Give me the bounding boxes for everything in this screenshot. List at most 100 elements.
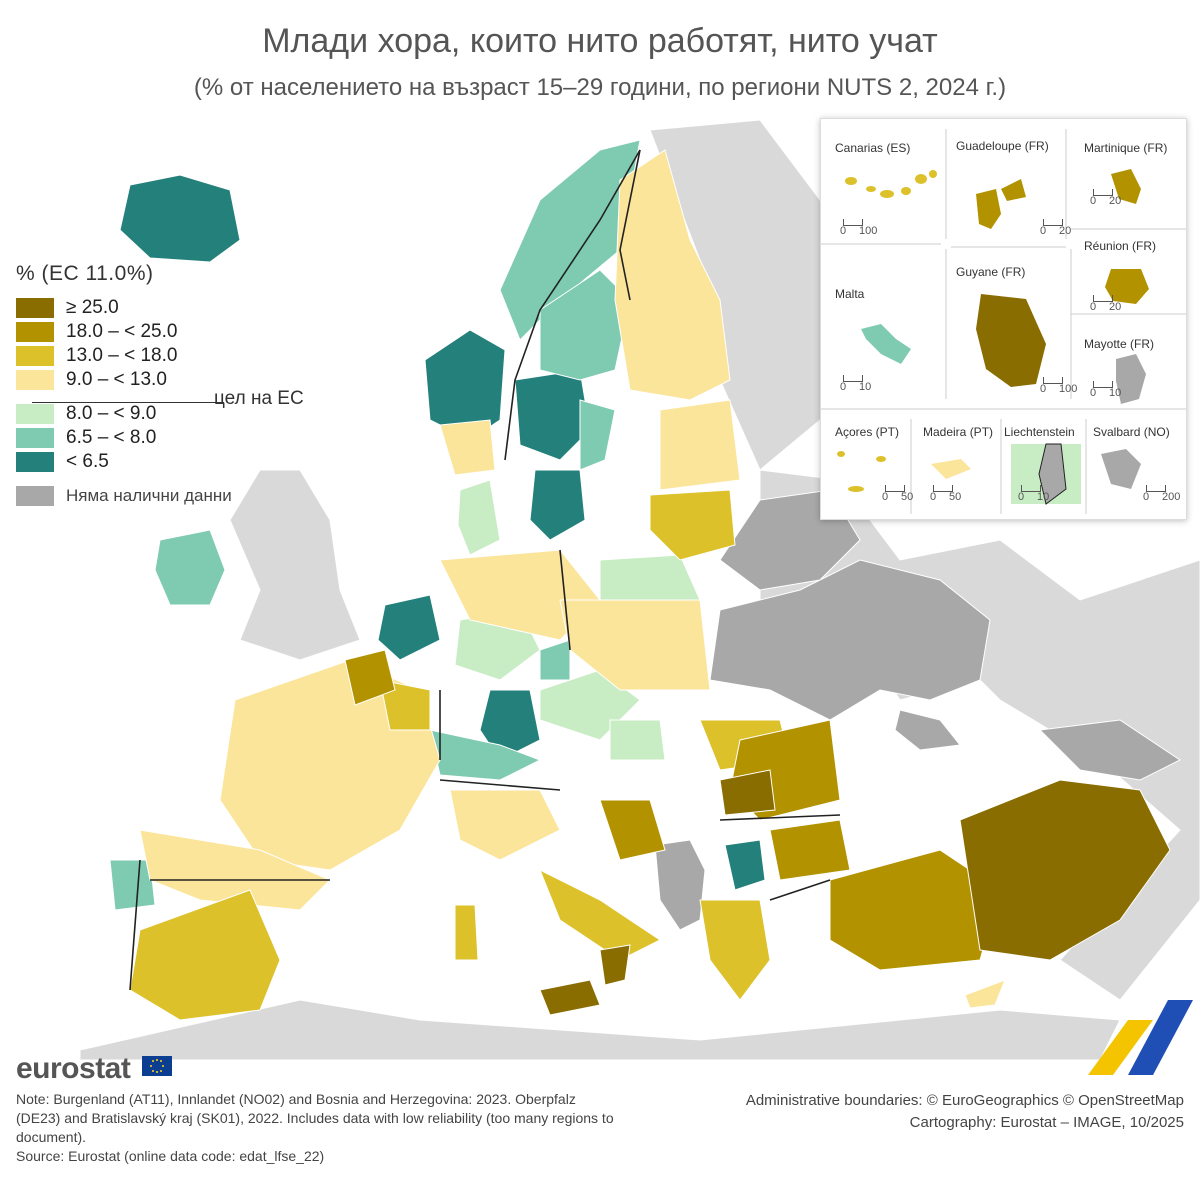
legend-swatch (16, 404, 54, 424)
legend-label: < 6.5 (66, 451, 109, 472)
liechtenstein-shape (1038, 443, 1067, 505)
legend-label: ≥ 25.0 (66, 297, 119, 318)
germany-poland-border (559, 549, 571, 651)
legend-label: 8.0 – < 9.0 (66, 403, 157, 424)
inset-label-guyane: Guyane (FR) (956, 265, 1026, 279)
legend-label: 6.5 – < 8.0 (66, 427, 157, 448)
canarias-shape (845, 170, 937, 198)
bosnia (599, 799, 666, 861)
sweden-central (514, 369, 591, 461)
legend-label: 18.0 – < 25.0 (66, 321, 178, 342)
eu-target-label: цел на ЕС (214, 388, 304, 409)
legend-item-no-data: Няма налични данни (16, 484, 316, 508)
legend-label: 9.0 – < 13.0 (66, 369, 167, 390)
legend-item: < 6.5 (16, 450, 316, 474)
greece (699, 899, 771, 1001)
ireland (154, 529, 226, 606)
poland-pocket (539, 639, 571, 681)
balkans-region (654, 839, 706, 931)
inset-label-malta: Malta (835, 287, 865, 301)
cartography-credit: Cartography: Eurostat – IMAGE, 10/2025 (909, 1114, 1184, 1131)
insets-panel: Canarias (ES) Guadeloupe (FR) Martinique… (820, 118, 1187, 520)
legend-swatch (16, 322, 54, 342)
belgium-france-north (344, 649, 396, 706)
finland (614, 149, 731, 401)
class-8-to-9 (454, 479, 701, 761)
italy-south (599, 944, 631, 986)
sweden-south (529, 469, 586, 541)
legend-item: 9.0 – < 13.0 (16, 368, 316, 392)
inset-label-martinique: Martinique (FR) (1084, 141, 1168, 155)
class-lt-6-5 (119, 174, 766, 891)
romania-south (719, 769, 776, 816)
class-6-5-to-8 (109, 139, 641, 911)
norway-west (424, 329, 506, 441)
czech-south (479, 689, 541, 761)
italy-south-mid (539, 868, 661, 961)
legend-swatch (16, 346, 54, 366)
sardinia (454, 904, 479, 961)
sicily (539, 979, 601, 1016)
legend-label: 13.0 – < 18.0 (66, 345, 178, 366)
note-text: Note: Burgenland (AT11), Innlandet (NO02… (16, 1091, 614, 1145)
inset-label-guadeloupe: Guadeloupe (FR) (956, 139, 1049, 153)
legend-swatch (16, 486, 54, 506)
romania-bulgaria-border (719, 814, 841, 821)
malta-shape (861, 324, 911, 364)
sweden-finland-border (619, 149, 641, 301)
class-ge-25 (539, 769, 1171, 1016)
mayotte-shape (1116, 354, 1146, 404)
guadeloupe-shape (976, 179, 1026, 229)
legend-item: ≥ 25.0 (16, 296, 316, 320)
eurostat-logo: eurostat (16, 1052, 131, 1085)
inset-label-liechtenstein: Liechtenstein (1004, 425, 1075, 439)
italy-north (449, 789, 561, 861)
inset-label-mayotte: Mayotte (FR) (1084, 337, 1155, 351)
slovakia (609, 719, 666, 761)
boundaries-credit: Administrative boundaries: © EuroGeograp… (745, 1092, 1184, 1109)
bulgaria (769, 819, 851, 881)
sweden-north (539, 269, 631, 381)
serbia-central (724, 839, 766, 891)
eu-target-line (32, 402, 224, 403)
inset-label-reunion: Réunion (FR) (1084, 239, 1157, 253)
uk-land (229, 469, 361, 661)
legend-title: % (ЕС 11.0%) (16, 262, 154, 285)
turkey-west (829, 849, 1001, 971)
inset-label-svalbard: Svalbard (NO) (1093, 425, 1170, 439)
sweden-east (579, 399, 616, 471)
credits: Administrative boundaries: © EuroGeograp… (664, 1090, 1184, 1134)
inset-label-canarias: Canarias (ES) (835, 141, 911, 155)
reunion-shape (1105, 269, 1149, 304)
legend-swatch (16, 370, 54, 390)
france-north (379, 679, 431, 731)
austria-west (429, 729, 542, 781)
legend-item: 13.0 – < 18.0 (16, 344, 316, 368)
cyprus (964, 979, 1006, 1009)
netherlands (377, 594, 441, 661)
inset-label-madeira: Madeira (PT) (923, 425, 994, 439)
madeira-shape (931, 459, 971, 479)
estonia-latvia (659, 399, 741, 491)
crimea-region (894, 709, 961, 751)
country-borders (129, 149, 841, 991)
map-subtitle: (% от населението на възраст 15–29 годин… (193, 74, 1007, 101)
martinique-shape (1111, 169, 1141, 204)
turkey-east (959, 779, 1171, 961)
svalbard-shape (1101, 449, 1141, 489)
legend-item: 18.0 – < 25.0 (16, 320, 316, 344)
brand-graphic-icon (1088, 1000, 1193, 1075)
norway-south (439, 419, 496, 476)
lithuania (649, 489, 736, 561)
acores-shape (837, 451, 886, 492)
class-9-to-13 (139, 149, 1006, 1009)
legend-item: 6.5 – < 8.0 (16, 426, 316, 450)
map-legend: % (ЕС 11.0%) ≥ 25.0 18.0 – < 25.0 13.0 –… (16, 262, 316, 508)
ukraine-region (709, 559, 991, 721)
eu-flag-icon (142, 1056, 172, 1076)
portugal-north (109, 859, 156, 911)
footnote: Note: Burgenland (AT11), Innlandet (NO02… (16, 1090, 616, 1166)
inset-label-acores: Açores (PT) (835, 425, 900, 439)
norway-sweden-border (504, 149, 641, 461)
africa-land (79, 999, 1121, 1060)
